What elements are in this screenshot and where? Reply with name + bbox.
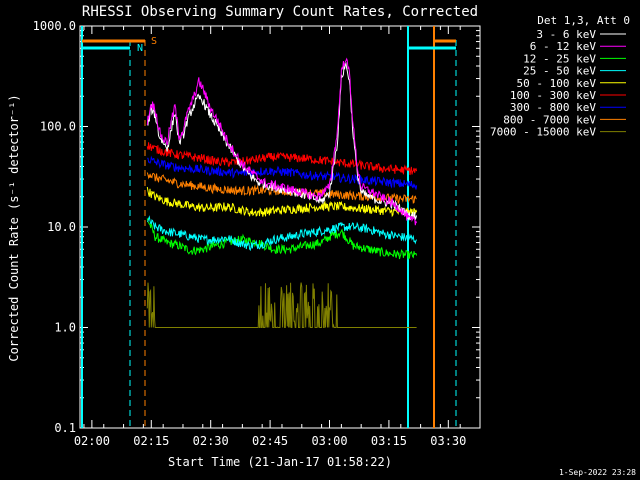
flag-markers: S N xyxy=(81,26,457,428)
footer-date: 1-Sep-2022 23:28 xyxy=(559,468,636,477)
x-tick-label: 02:45 xyxy=(252,434,288,448)
y-axis-label: Corrected Count Rate (s⁻¹ detector⁻¹) xyxy=(7,94,21,361)
legend-label: 25 - 50 keV xyxy=(523,65,596,78)
x-tick-label: 02:15 xyxy=(133,434,169,448)
x-axis-label: Start Time (21-Jan-17 01:58:22) xyxy=(168,455,392,469)
legend-label: 3 - 6 keV xyxy=(536,28,596,41)
series-line xyxy=(147,155,418,190)
x-tick-label: 02:30 xyxy=(193,434,229,448)
series-line xyxy=(146,215,418,252)
night-flag-label: S xyxy=(151,36,157,47)
y-tick-label: 100.0 xyxy=(40,120,76,134)
legend-label: 7000 - 15000 keV xyxy=(490,126,596,139)
y-tick-label: 1.0 xyxy=(54,321,76,335)
x-tick-label: 03:30 xyxy=(430,434,466,448)
legend-label: 800 - 7000 keV xyxy=(503,113,596,126)
legend-label: 100 - 300 keV xyxy=(510,89,596,102)
legend-label: 12 - 25 keV xyxy=(523,52,596,65)
data-series xyxy=(146,57,418,328)
series-line xyxy=(146,57,418,226)
y-tick-label: 1000.0 xyxy=(33,19,76,33)
series-line xyxy=(146,142,418,176)
y-tick-label: 10.0 xyxy=(47,220,76,234)
y-axis: 1000.0 100.0 10.0 1.0 0.1 xyxy=(33,19,480,435)
x-tick-label: 03:00 xyxy=(311,434,347,448)
y-tick-label: 0.1 xyxy=(54,421,76,435)
series-line xyxy=(146,282,417,328)
x-tick-label: 02:00 xyxy=(74,434,110,448)
series-line xyxy=(146,186,418,218)
legend-label: 50 - 100 keV xyxy=(517,77,597,90)
x-axis: 02:00 02:15 02:30 02:45 03:00 03:15 03:30 xyxy=(74,26,466,448)
x-tick-label: 03:15 xyxy=(371,434,407,448)
legend-label: 6 - 12 keV xyxy=(530,40,597,53)
chart-title: RHESSI Observing Summary Count Rates, Co… xyxy=(82,4,478,20)
series-line xyxy=(146,218,418,260)
series-line xyxy=(147,62,418,221)
plot-frame xyxy=(79,25,481,429)
saa-flag-label: N xyxy=(137,43,143,54)
legend-label: 300 - 800 keV xyxy=(510,101,596,114)
legend-header: Det 1,3, Att 0 xyxy=(537,14,630,27)
